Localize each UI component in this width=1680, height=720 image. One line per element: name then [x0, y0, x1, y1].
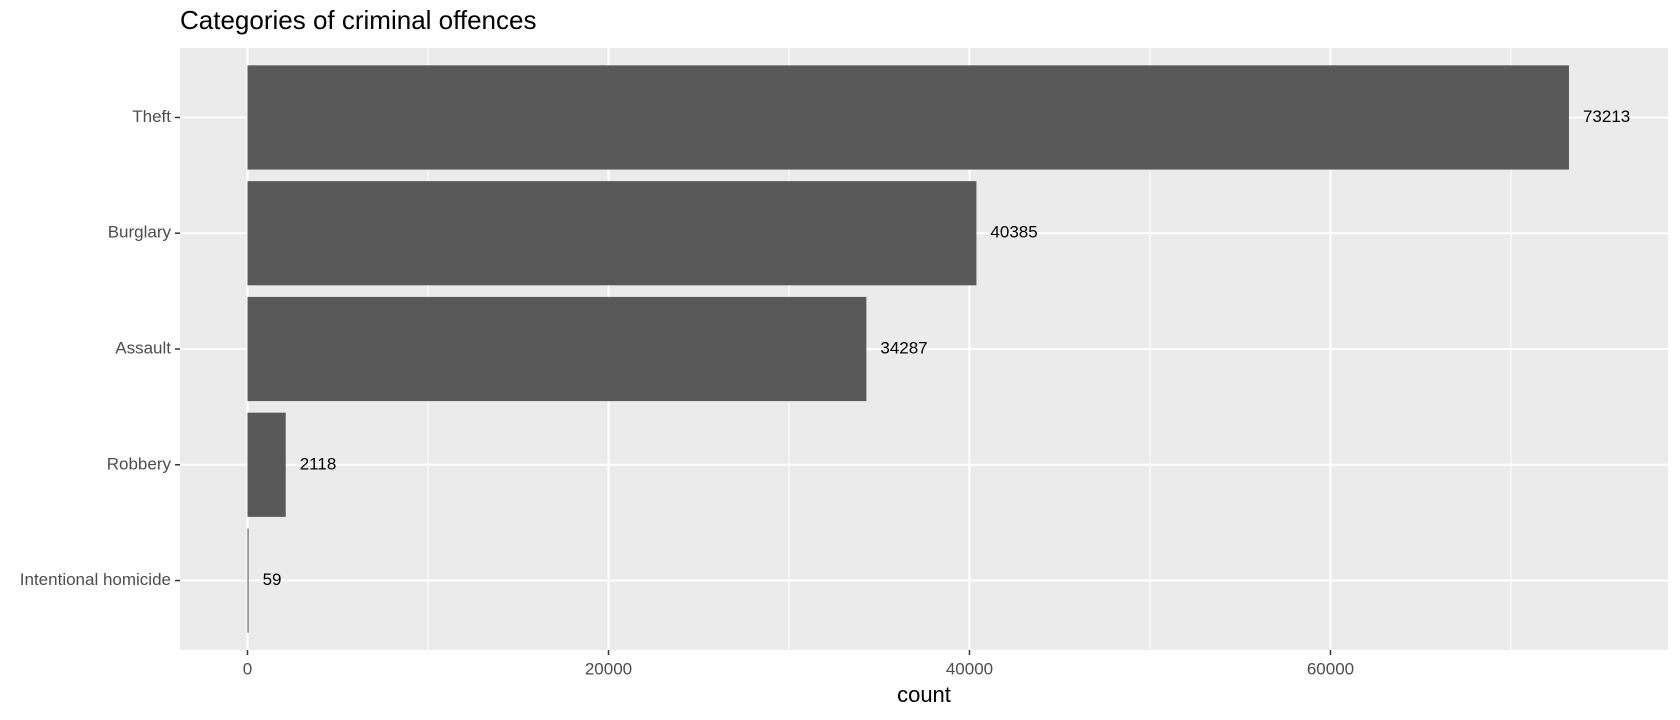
- y-tick-label: Assault: [115, 338, 171, 357]
- value-label: 40385: [990, 223, 1037, 242]
- y-tick-label: Burglary: [108, 223, 172, 242]
- y-tick-label: Intentional homicide: [20, 570, 171, 589]
- value-label: 59: [263, 570, 282, 589]
- value-label: 2118: [300, 454, 337, 473]
- y-tick-label: Robbery: [107, 454, 172, 473]
- chart-title: Categories of criminal offences: [180, 5, 536, 35]
- bar: [247, 65, 1569, 170]
- x-axis-label: count: [897, 682, 951, 707]
- x-tick-label: 60000: [1307, 659, 1354, 678]
- value-label: 34287: [880, 338, 927, 357]
- value-label: 73213: [1583, 107, 1630, 126]
- bar: [247, 528, 249, 633]
- bar: [247, 296, 867, 402]
- x-tick-label: 0: [243, 659, 252, 678]
- x-tick-label: 20000: [585, 659, 632, 678]
- y-tick-label: Theft: [132, 107, 171, 126]
- bar: [247, 181, 977, 286]
- bar: [247, 412, 286, 517]
- x-tick-label: 40000: [946, 659, 993, 678]
